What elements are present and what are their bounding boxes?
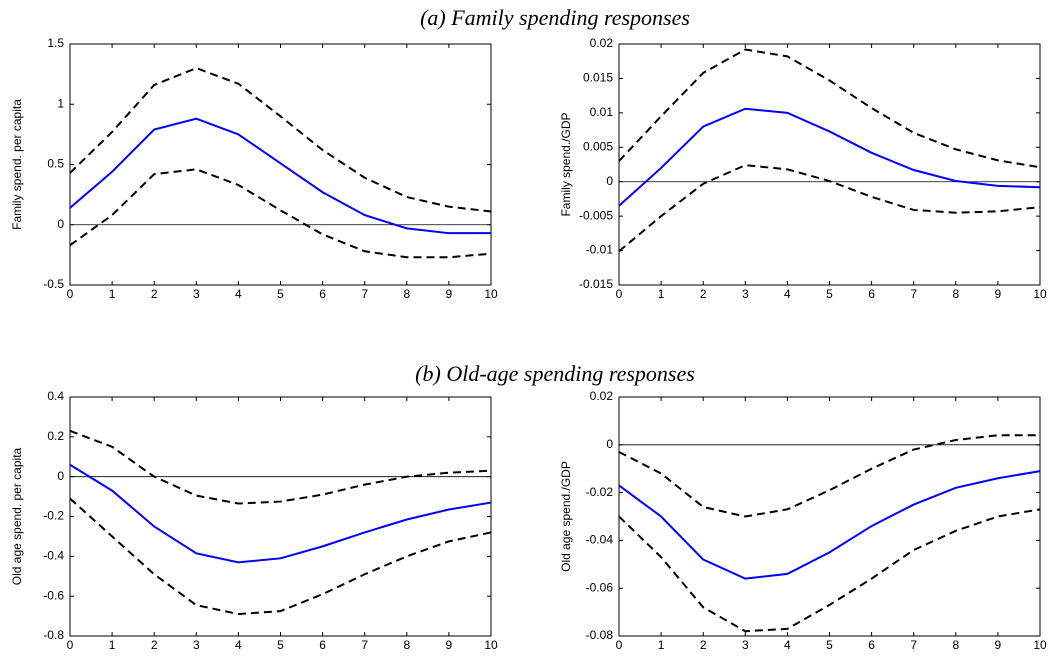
y-tick-label: -0.06 [586, 580, 614, 594]
x-tick-label: 3 [742, 287, 749, 301]
x-tick-label: 0 [67, 638, 74, 652]
plot-frame [618, 396, 1041, 637]
series-line [618, 470, 1041, 580]
y-tick-label: 1.5 [47, 36, 64, 50]
series-line [69, 463, 492, 564]
series-line [618, 107, 1041, 207]
y-tick-label: 0.5 [47, 157, 64, 171]
x-tick-label: 9 [995, 287, 1002, 301]
plot-frame [618, 43, 1041, 286]
x-tick-label: 9 [446, 638, 453, 652]
y-tick-label: 0 [57, 469, 64, 483]
x-tick-label: 8 [952, 287, 959, 301]
y-tick-label: -0.4 [43, 549, 64, 563]
x-tick-label: 7 [910, 287, 917, 301]
y-tick-label: 0.015 [583, 71, 613, 85]
x-tick-label: 2 [151, 638, 158, 652]
heading: (a) Family spending responses [420, 5, 690, 30]
series-line [618, 508, 1041, 633]
y-tick-label: -0.02 [586, 485, 614, 499]
x-tick-label: 0 [67, 287, 74, 301]
x-tick-label: 10 [1033, 287, 1047, 301]
y-tick-label: -0.08 [586, 628, 614, 642]
x-tick-label: 2 [700, 638, 707, 652]
y-tick-label: -0.015 [579, 277, 613, 291]
x-tick-label: 10 [484, 638, 498, 652]
x-tick-label: 4 [784, 287, 791, 301]
x-tick-label: 5 [277, 638, 284, 652]
x-tick-label: 0 [616, 287, 623, 301]
y-tick-label: 1 [57, 96, 64, 110]
x-tick-label: 4 [784, 638, 791, 652]
x-tick-label: 5 [826, 287, 833, 301]
y-tick-label: -0.04 [586, 533, 614, 547]
x-tick-label: 6 [319, 287, 326, 301]
series-line [618, 48, 1041, 169]
y-tick-label: 0.01 [590, 105, 614, 119]
series-line [69, 429, 492, 505]
x-tick-label: 1 [109, 638, 116, 652]
y-tick-label: -0.6 [43, 588, 64, 602]
y-tick-label: -0.2 [43, 509, 64, 523]
y-tick-label: 0.4 [47, 389, 64, 403]
x-tick-label: 6 [868, 638, 875, 652]
x-tick-label: 9 [995, 638, 1002, 652]
x-tick-label: 7 [361, 287, 368, 301]
y-tick-label: 0.02 [590, 389, 614, 403]
x-tick-label: 7 [910, 638, 917, 652]
y-axis-label: Old age spend. per capita [10, 447, 24, 585]
x-tick-label: 3 [193, 287, 200, 301]
y-tick-label: -0.005 [579, 208, 613, 222]
x-tick-label: 3 [193, 638, 200, 652]
x-tick-label: 6 [868, 287, 875, 301]
x-tick-label: 9 [446, 287, 453, 301]
series-line [618, 164, 1041, 253]
x-tick-label: 0 [616, 638, 623, 652]
x-tick-label: 8 [952, 638, 959, 652]
x-tick-label: 4 [235, 638, 242, 652]
x-tick-label: 1 [658, 638, 665, 652]
plot-frame [69, 43, 492, 286]
y-tick-label: -0.01 [586, 243, 614, 257]
x-tick-label: 10 [1033, 638, 1047, 652]
y-tick-label: -0.5 [43, 277, 64, 291]
x-tick-label: 7 [361, 638, 368, 652]
y-axis-label: Family spend./GDP [559, 112, 573, 216]
y-axis-label: Old age spend./GDP [559, 461, 573, 572]
series-line [618, 434, 1040, 518]
x-tick-label: 5 [277, 287, 284, 301]
plot-frame [69, 396, 492, 637]
y-tick-label: 0 [606, 437, 613, 451]
y-axis-label: Family spend. per capita [10, 99, 24, 230]
x-tick-label: 1 [658, 287, 665, 301]
x-tick-label: 4 [235, 287, 242, 301]
y-tick-label: -0.8 [43, 628, 64, 642]
series-line [69, 67, 492, 213]
x-tick-label: 6 [319, 638, 326, 652]
x-tick-label: 1 [109, 287, 116, 301]
x-tick-label: 2 [700, 287, 707, 301]
x-tick-label: 10 [484, 287, 498, 301]
y-tick-label: 0 [57, 217, 64, 231]
y-tick-label: 0.005 [583, 139, 613, 153]
y-tick-label: 0.02 [590, 36, 614, 50]
series-line [69, 117, 491, 235]
y-tick-label: 0 [606, 174, 613, 188]
x-tick-label: 2 [151, 287, 158, 301]
series-line [69, 168, 492, 259]
x-tick-label: 8 [403, 638, 410, 652]
x-tick-label: 3 [742, 638, 749, 652]
heading: (b) Old-age spending responses [415, 361, 695, 386]
y-tick-label: 0.2 [47, 429, 64, 443]
series-line [69, 497, 492, 616]
x-tick-label: 5 [826, 638, 833, 652]
x-tick-label: 8 [403, 287, 410, 301]
